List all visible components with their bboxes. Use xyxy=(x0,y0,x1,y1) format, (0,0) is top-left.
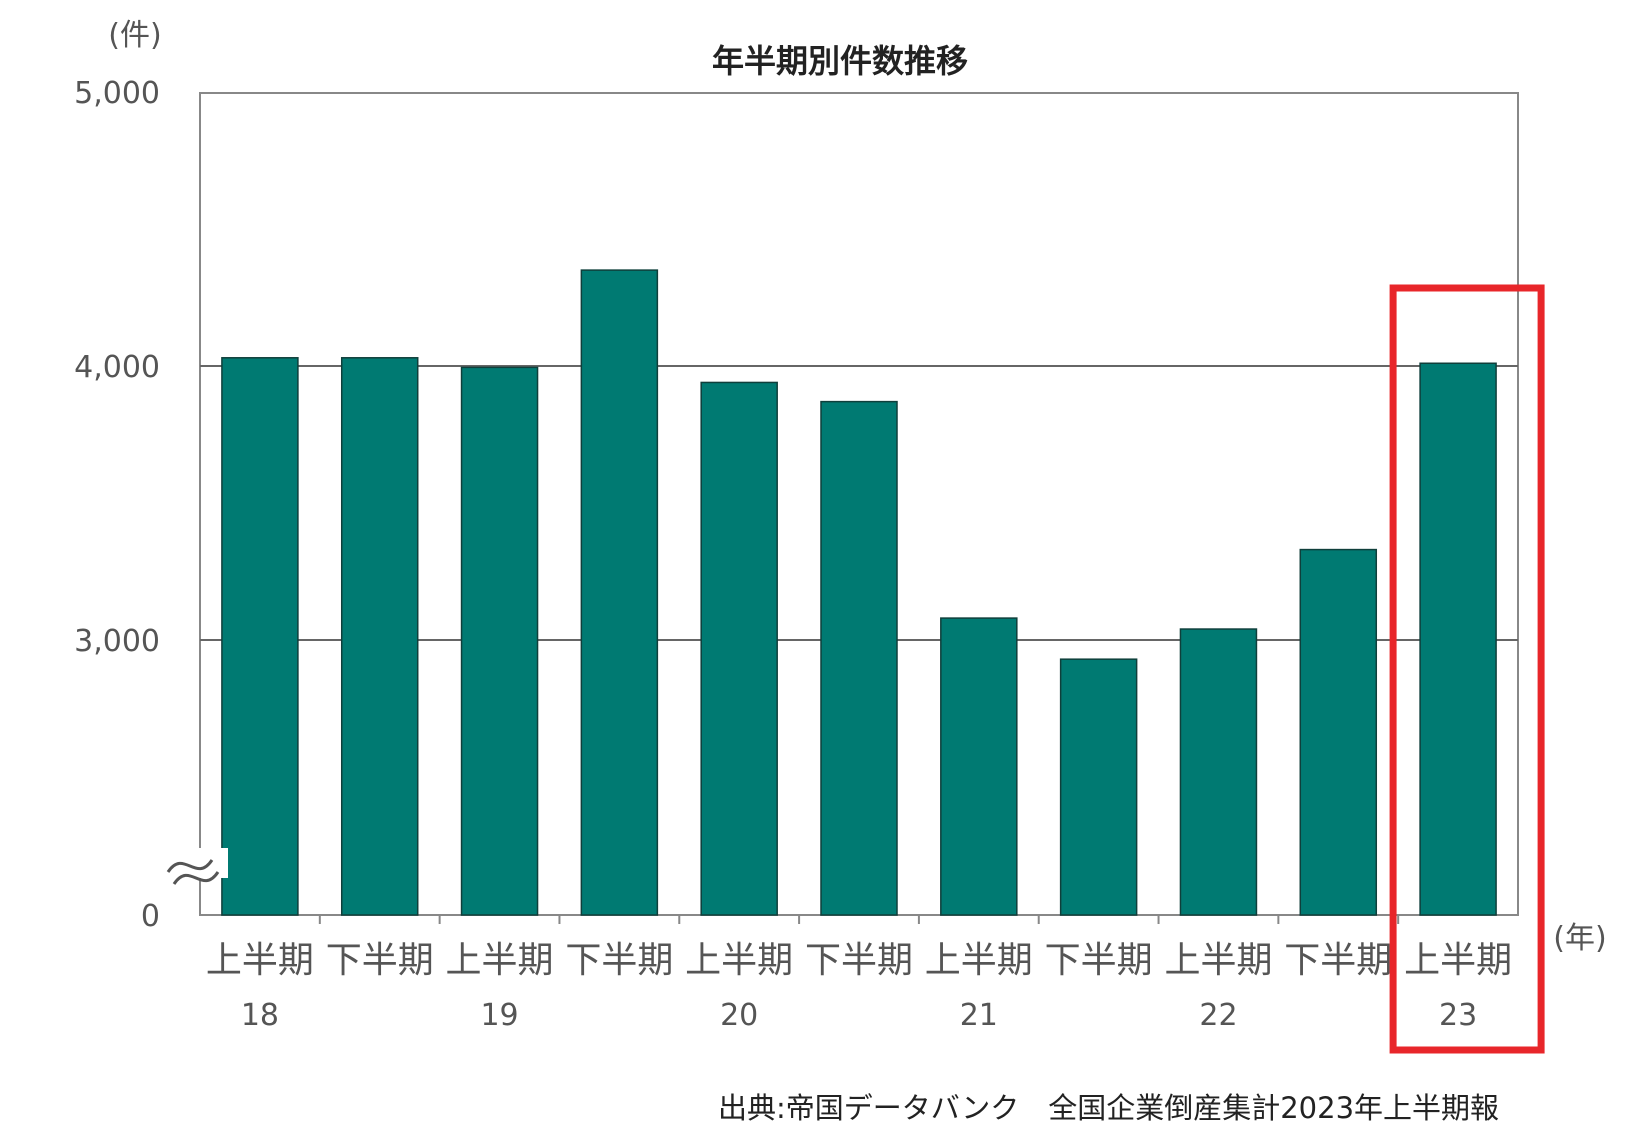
bar xyxy=(1059,658,1138,916)
y-tick-label: 4,000 xyxy=(74,350,160,385)
bar xyxy=(1299,548,1378,916)
x-axis-ticks xyxy=(318,915,1400,924)
bars xyxy=(221,269,1497,916)
category-label: 上半期 xyxy=(206,940,314,981)
highlight-box xyxy=(1389,284,1545,1054)
bar xyxy=(1179,628,1258,916)
category-label: 下半期 xyxy=(1045,940,1153,981)
category-label: 下半期 xyxy=(565,940,673,981)
x-axis-unit: (年) xyxy=(1553,921,1606,956)
bar xyxy=(940,617,1018,916)
bar xyxy=(221,357,299,916)
bar xyxy=(820,400,898,916)
year-label: 22 xyxy=(1199,998,1237,1033)
bar xyxy=(580,269,659,916)
year-label: 20 xyxy=(720,998,758,1033)
year-label: 21 xyxy=(960,998,998,1033)
category-label: 下半期 xyxy=(805,940,913,981)
y-axis-unit: (件) xyxy=(108,18,161,53)
bar xyxy=(1419,362,1497,916)
category-label: 下半期 xyxy=(326,940,434,981)
axis-break-icon xyxy=(166,848,228,885)
category-label: 下半期 xyxy=(1284,940,1392,981)
year-label: 23 xyxy=(1439,998,1477,1033)
bar xyxy=(700,381,778,916)
y-tick-label: 0 xyxy=(141,899,160,934)
category-label: 上半期 xyxy=(685,940,793,981)
year-labels: 18 19 20 21 22 23 xyxy=(241,998,1477,1033)
category-labels: 上半期 下半期 上半期 下半期 上半期 下半期 上半期 下半期 上半期 下半期 上半期 xyxy=(206,940,1512,981)
category-label: 上半期 xyxy=(1404,940,1512,981)
y-tick-label: 5,000 xyxy=(74,76,160,111)
bar xyxy=(460,366,539,916)
category-label: 上半期 xyxy=(1164,940,1272,981)
y-axis-ticks: 0 3,000 4,000 5,000 xyxy=(74,76,160,934)
category-label: 上半期 xyxy=(446,940,554,981)
chart-title: 年半期別件数推移 xyxy=(712,42,968,80)
category-label: 上半期 xyxy=(925,940,1033,981)
source-note: 出典:帝国データバンク 全国企業倒産集計2023年上半期報 xyxy=(718,1091,1500,1125)
y-tick-label: 3,000 xyxy=(74,624,160,659)
bar xyxy=(340,357,419,916)
year-label: 19 xyxy=(480,998,518,1033)
year-label: 18 xyxy=(241,998,279,1033)
